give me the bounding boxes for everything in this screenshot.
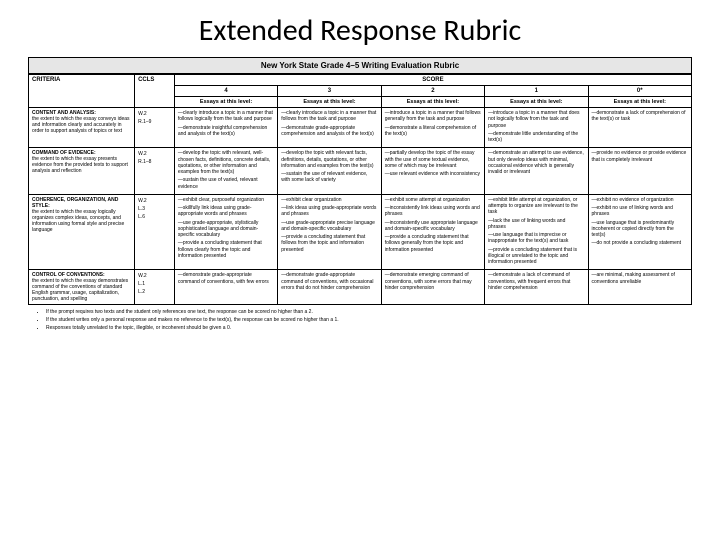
rubric-head: CRITERIA CCLS SCORE 4 3 2 1 0* Essays at… <box>29 75 692 108</box>
score-cell: —exhibit no evidence of organization—exh… <box>588 194 691 270</box>
score-cell: —demonstrate grade-appropriate command o… <box>278 270 381 305</box>
rubric-body: CONTENT AND ANALYSIS:the extent to which… <box>29 108 692 305</box>
score-cell: —clearly introduce a topic in a manner t… <box>174 108 277 148</box>
score-0: 0* <box>588 86 691 97</box>
score-1: 1 <box>485 86 588 97</box>
criteria-cell: CONTENT AND ANALYSIS:the extent to which… <box>29 108 135 148</box>
essays-label: Essays at this level: <box>588 97 691 108</box>
criteria-header: CRITERIA <box>29 75 135 108</box>
footnote-item: If the prompt requires two texts and the… <box>46 309 686 316</box>
table-row: CONTROL OF CONVENTIONS:the extent to whi… <box>29 270 692 305</box>
footnote-item: Responses totally unrelated to the topic… <box>46 325 686 332</box>
criteria-cell: COHERENCE, ORGANIZATION, AND STYLE:the e… <box>29 194 135 270</box>
essays-label: Essays at this level: <box>381 97 484 108</box>
ccls-cell: W.2R.1–8 <box>135 148 175 195</box>
score-header: SCORE <box>174 75 691 86</box>
score-cell: —exhibit little attempt at organization,… <box>485 194 588 270</box>
score-cell: —demonstrate an attempt to use evidence,… <box>485 148 588 195</box>
essays-label: Essays at this level: <box>278 97 381 108</box>
score-cell: —exhibit clear organization—link ideas u… <box>278 194 381 270</box>
score-cell: —introduce a topic in a manner that does… <box>485 108 588 148</box>
ccls-cell: W.2L.1L.2 <box>135 270 175 305</box>
criteria-cell: COMMAND OF EVIDENCE:the extent to which … <box>29 148 135 195</box>
score-cell: —develop the topic with relevant facts, … <box>278 148 381 195</box>
score-cell: —demonstrate emerging command of convent… <box>381 270 484 305</box>
score-2: 2 <box>381 86 484 97</box>
rubric-container: New York State Grade 4–5 Writing Evaluat… <box>0 57 720 343</box>
score-cell: —are minimal, making assessment of conve… <box>588 270 691 305</box>
score-cell: —clearly introduce a topic in a manner t… <box>278 108 381 148</box>
score-cell: —partially develop the topic of the essa… <box>381 148 484 195</box>
score-cell: —exhibit clear, purposeful organization—… <box>174 194 277 270</box>
ccls-cell: W.2R.1–9 <box>135 108 175 148</box>
rubric-table: CRITERIA CCLS SCORE 4 3 2 1 0* Essays at… <box>28 74 692 305</box>
score-cell: —introduce a topic in a manner that foll… <box>381 108 484 148</box>
page-title: Extended Response Rubric <box>0 0 720 57</box>
score-cell: —demonstrate a lack of comprehension of … <box>588 108 691 148</box>
score-3: 3 <box>278 86 381 97</box>
ccls-cell: W.2L.3L.6 <box>135 194 175 270</box>
rubric-title-bar: New York State Grade 4–5 Writing Evaluat… <box>28 57 692 74</box>
table-row: COHERENCE, ORGANIZATION, AND STYLE:the e… <box>29 194 692 270</box>
score-cell: —develop the topic with relevant, well-c… <box>174 148 277 195</box>
footnotes: If the prompt requires two texts and the… <box>28 305 692 332</box>
table-row: COMMAND OF EVIDENCE:the extent to which … <box>29 148 692 195</box>
score-cell: —provide no evidence or provide evidence… <box>588 148 691 195</box>
score-4: 4 <box>174 86 277 97</box>
essays-label: Essays at this level: <box>485 97 588 108</box>
ccls-header: CCLS <box>135 75 175 108</box>
footnote-item: If the student writes only a personal re… <box>46 317 686 324</box>
score-cell: —exhibit some attempt at organization—in… <box>381 194 484 270</box>
criteria-cell: CONTROL OF CONVENTIONS:the extent to whi… <box>29 270 135 305</box>
score-cell: —demonstrate grade-appropriate command o… <box>174 270 277 305</box>
score-cell: —demonstrate a lack of command of conven… <box>485 270 588 305</box>
table-row: CONTENT AND ANALYSIS:the extent to which… <box>29 108 692 148</box>
essays-label: Essays at this level: <box>174 97 277 108</box>
